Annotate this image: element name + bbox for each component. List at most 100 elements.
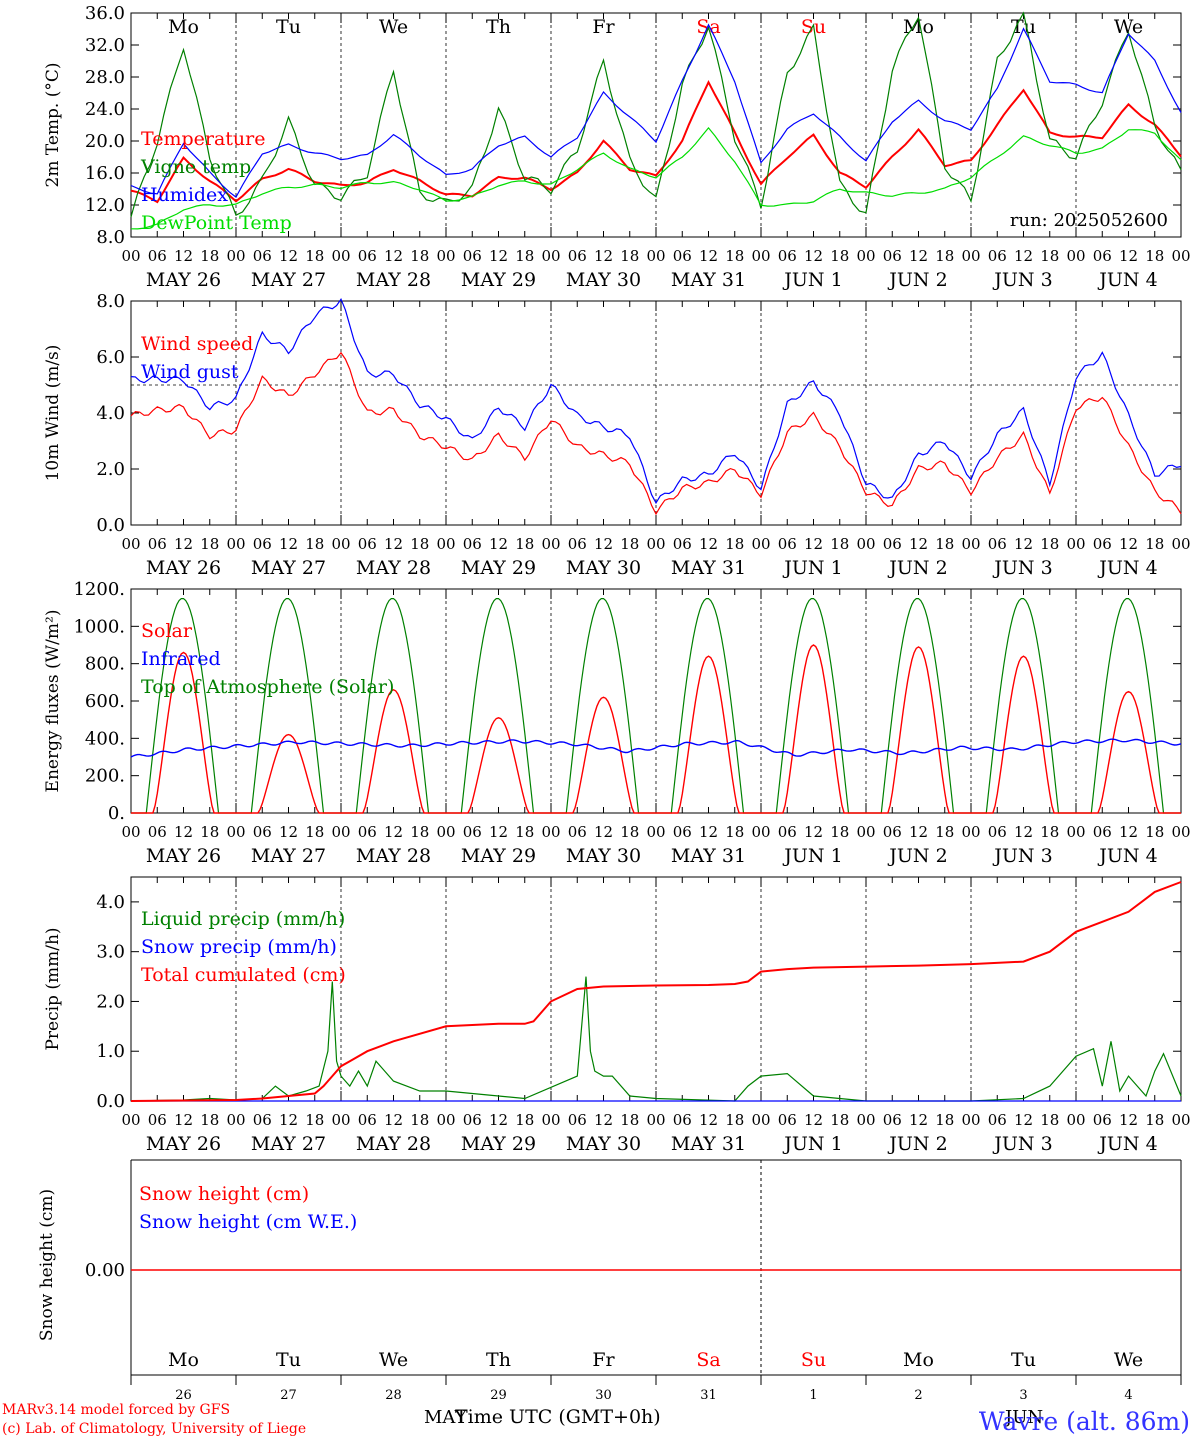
y-tick-label: 0. [108, 803, 125, 824]
month-label-may: MAY [424, 1407, 468, 1428]
hour-tick-label: 00 [961, 823, 980, 841]
hour-tick-label: 12 [489, 247, 508, 265]
legend-entry: Infrared [141, 648, 221, 670]
hour-tick-label: 18 [725, 823, 744, 841]
hour-tick-label: 06 [148, 823, 167, 841]
series-line-wind-gust [130, 297, 1182, 505]
day-of-week-label: We [379, 1349, 408, 1371]
hour-tick-label: 00 [436, 1111, 455, 1129]
hour-tick-label: 06 [148, 247, 167, 265]
hour-tick-label: 06 [1093, 247, 1112, 265]
hour-tick-label: 06 [253, 1111, 272, 1129]
hour-tick-label: 06 [1093, 823, 1112, 841]
hour-tick-label: 06 [1093, 535, 1112, 553]
hour-tick-label: 18 [410, 535, 429, 553]
hour-tick-label: 06 [568, 247, 587, 265]
hour-tick-label: 18 [515, 1111, 534, 1129]
y-tick-label: 4.0 [96, 403, 125, 424]
hour-tick-label: 06 [463, 535, 482, 553]
date-label: MAY 31 [671, 1133, 746, 1155]
hour-tick-label: 18 [1145, 1111, 1164, 1129]
day-of-week-label: Mo [168, 16, 199, 38]
hour-tick-label: 06 [358, 823, 377, 841]
hour-tick-label: 00 [1066, 247, 1085, 265]
y-tick-label: 32.0 [85, 35, 125, 56]
hour-tick-label: 12 [1119, 535, 1138, 553]
hour-tick-label: 00 [226, 247, 245, 265]
y-tick-label: 400. [85, 728, 125, 749]
date-label: JUN 3 [992, 557, 1052, 579]
date-label: MAY 31 [671, 269, 746, 291]
hour-tick-label: 12 [804, 1111, 823, 1129]
hour-tick-label: 00 [646, 1111, 665, 1129]
hour-tick-label: 00 [331, 1111, 350, 1129]
footer: MARv3.14 model forced by GFS (c) Lab. of… [2, 1402, 1190, 1437]
y-tick-label: 6.0 [96, 347, 125, 368]
hour-tick-label: 00 [1171, 1111, 1190, 1129]
hour-tick-label: 06 [673, 1111, 692, 1129]
hour-tick-label: 18 [1040, 247, 1059, 265]
hour-tick-label: 12 [384, 823, 403, 841]
hour-tick-label: 12 [174, 535, 193, 553]
hour-tick-label: 12 [279, 535, 298, 553]
hour-tick-label: 00 [331, 247, 350, 265]
y-tick-label: 8.0 [96, 227, 125, 248]
hour-tick-label: 06 [883, 535, 902, 553]
hour-tick-label: 18 [200, 247, 219, 265]
hour-tick-label: 06 [988, 535, 1007, 553]
hour-tick-label: 18 [200, 1111, 219, 1129]
y-tick-label: 200. [85, 766, 125, 787]
y-axis-label: Energy fluxes (W/m²) [43, 610, 63, 793]
hour-tick-label: 12 [1014, 247, 1033, 265]
hour-tick-label: 18 [935, 247, 954, 265]
hour-tick-label: 06 [358, 247, 377, 265]
hour-tick-label: 06 [148, 1111, 167, 1129]
hour-tick-label: 00 [226, 535, 245, 553]
hour-tick-label: 12 [804, 823, 823, 841]
date-label: MAY 28 [356, 1133, 431, 1155]
hour-tick-label: 18 [200, 823, 219, 841]
legend-entry: DewPoint Temp [141, 212, 292, 234]
day-of-week-label: Fr [592, 16, 615, 38]
hour-tick-label: 12 [174, 247, 193, 265]
y-axis-label: Snow height (cm) [37, 1189, 57, 1341]
hour-tick-label: 12 [279, 247, 298, 265]
date-label: MAY 27 [251, 557, 326, 579]
panel-3-axes: 00 06 12 18 00 06 12 18 00 06 12 18 00 06 12 18 00 06 12 18… [43, 579, 1191, 867]
hour-tick-label: 00 [1066, 1111, 1085, 1129]
hour-tick-label: 18 [515, 247, 534, 265]
hour-tick-label: 00 [751, 823, 770, 841]
date-label: JUN 1 [782, 269, 842, 291]
hour-tick-label: 12 [1014, 535, 1033, 553]
hour-tick-label: 12 [804, 247, 823, 265]
date-label: JUN 4 [1097, 1133, 1157, 1155]
hour-tick-label: 12 [174, 823, 193, 841]
plot-frame [130, 300, 1182, 526]
hour-tick-label: 18 [305, 1111, 324, 1129]
hour-tick-label: 06 [673, 247, 692, 265]
hour-tick-label: 06 [988, 823, 1007, 841]
run-label: run: 2025052600 [1010, 210, 1168, 231]
hour-tick-label: 12 [1014, 1111, 1033, 1129]
day-number-label: 4 [1124, 1388, 1132, 1403]
hour-tick-label: 18 [725, 1111, 744, 1129]
month-label-jun: JUN [1003, 1407, 1043, 1428]
hour-tick-label: 06 [358, 1111, 377, 1129]
plot-frame [130, 12, 1182, 238]
plot-frame [130, 588, 1182, 814]
hour-tick-label: 12 [594, 1111, 613, 1129]
day-of-week-label: We [1114, 16, 1143, 38]
hour-tick-label: 12 [489, 535, 508, 553]
hour-tick-label: 06 [988, 247, 1007, 265]
hour-tick-label: 06 [358, 535, 377, 553]
model-credit-line2: (c) Lab. of Climatology, University of L… [2, 1421, 306, 1437]
y-tick-label: 0.0 [96, 515, 125, 536]
legend-entry: Solar [141, 620, 193, 642]
y-tick-label: 600. [85, 691, 125, 712]
hour-tick-label: 12 [699, 823, 718, 841]
hour-tick-label: 00 [121, 1111, 140, 1129]
day-of-week-label: Mo [903, 1349, 934, 1371]
date-label: MAY 26 [146, 845, 221, 867]
hour-tick-label: 12 [489, 823, 508, 841]
